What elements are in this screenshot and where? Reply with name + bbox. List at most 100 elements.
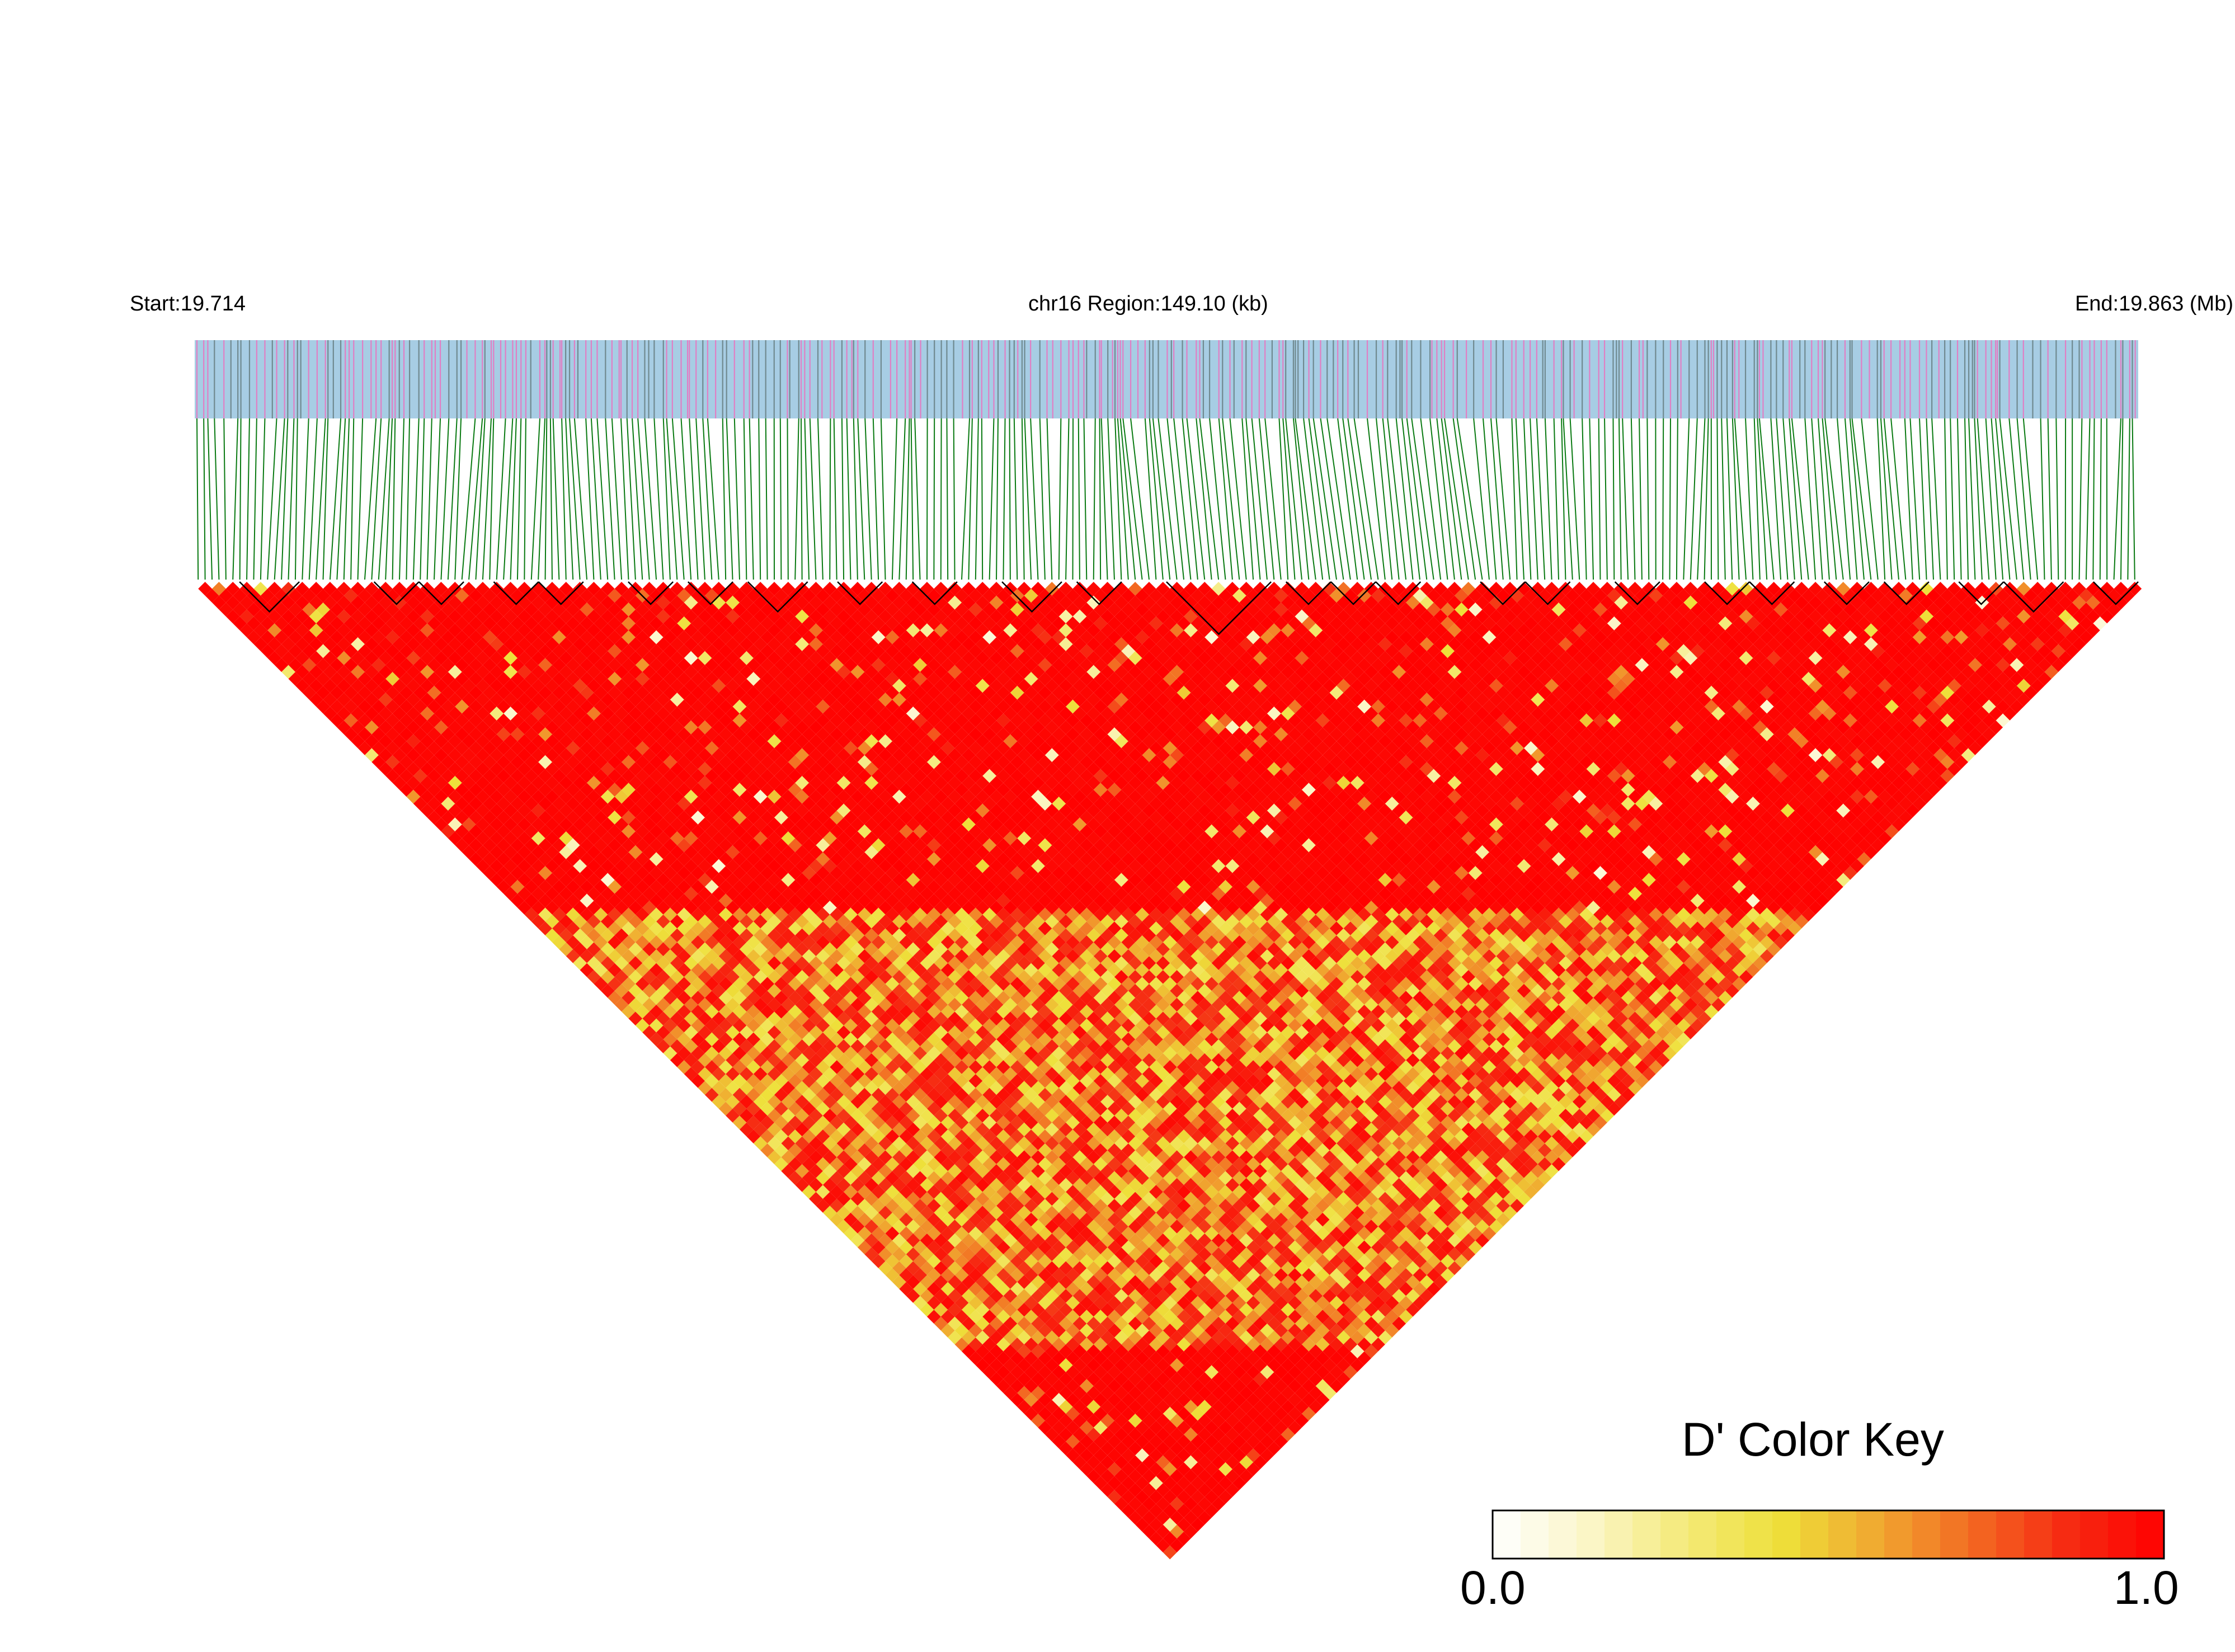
ld-cell [594, 589, 608, 603]
ld-cell [559, 623, 573, 638]
connector-line [1119, 418, 1136, 580]
connector-line [891, 418, 898, 580]
ld-cell [1503, 609, 1517, 624]
ld-cell [573, 651, 587, 665]
connector-line [726, 418, 733, 580]
ld-cell [628, 609, 643, 624]
ld-cell [836, 609, 851, 624]
connector-line [447, 418, 458, 580]
ld-cell [871, 630, 886, 644]
connector-line [253, 418, 257, 580]
connector-line [1024, 418, 1032, 580]
connector-line [538, 418, 545, 580]
connector-line [1441, 418, 1462, 580]
ld-cell [1676, 630, 1691, 644]
ld-cell [795, 651, 810, 665]
ld-cell [1274, 630, 1288, 644]
ld-cell [594, 644, 608, 658]
ld-cell [1829, 630, 1843, 644]
ld-cell [1614, 609, 1629, 624]
ld-heatmap-cells [198, 582, 2142, 1560]
ld-cell [1537, 630, 1552, 644]
connector-line [743, 418, 747, 580]
ld-cell [496, 589, 511, 603]
ld-cell [857, 616, 872, 630]
ld-cell [663, 616, 677, 630]
ld-cell [323, 609, 337, 624]
ld-cell [385, 603, 400, 616]
ld-cell [1191, 630, 1205, 644]
ld-cell [1655, 582, 1670, 596]
ld-cell [253, 582, 268, 596]
ld-cell [233, 589, 247, 603]
ld-cell [1204, 630, 1219, 644]
ld-cell [1058, 623, 1073, 638]
connector-line [1515, 418, 1524, 580]
ld-cell [642, 651, 657, 665]
ld-cell [906, 637, 920, 651]
ld-cell [1711, 609, 1725, 624]
connector-line [1604, 418, 1608, 580]
ld-cell [2058, 582, 2073, 596]
ld-cell [351, 609, 365, 624]
ld-cell [1399, 630, 1413, 644]
ld-cell [1323, 609, 1337, 624]
ld-cell [1343, 630, 1358, 644]
ld-cell [726, 637, 740, 651]
ld-cell [1385, 630, 1399, 644]
ld-cell [420, 623, 435, 638]
ld-cell [795, 609, 810, 624]
ld-cell [1975, 582, 1989, 596]
ld-cell [1551, 630, 1566, 644]
ld-cell [330, 630, 344, 644]
position-track [195, 340, 2138, 418]
ld-cell [1295, 609, 1309, 624]
ld-cell [267, 609, 282, 624]
ld-cell [864, 651, 879, 665]
ld-cell [816, 644, 830, 658]
ld-cell [1641, 609, 1656, 624]
ld-cell [594, 616, 608, 630]
connector-line [853, 418, 858, 580]
connector-line [412, 418, 420, 580]
ld-cell [434, 582, 448, 596]
connector-line [1822, 418, 1837, 580]
connector-line [585, 418, 595, 580]
ld-cell [253, 609, 268, 624]
ld-cell [1079, 630, 1094, 644]
ld-cell [288, 616, 303, 630]
ld-cell [975, 582, 990, 596]
connector-line [880, 418, 886, 580]
ld-cell [1107, 644, 1122, 658]
connector-line [968, 418, 973, 580]
ld-cell [288, 589, 303, 603]
ld-cell [2044, 582, 2059, 596]
connector-line [406, 418, 411, 580]
connector-line [857, 418, 865, 580]
ld-cell [1808, 609, 1823, 624]
connector-line [695, 418, 705, 580]
connector-line [1222, 418, 1240, 580]
ld-cell [469, 630, 483, 644]
connector-line [1837, 418, 1851, 580]
connector-line [1229, 418, 1247, 580]
ld-cell [934, 582, 948, 596]
connector-line [914, 418, 921, 580]
connector-line [644, 418, 657, 580]
ld-cell [364, 651, 379, 665]
ld-cell [1794, 609, 1809, 624]
ld-cell [427, 630, 441, 644]
ld-cell [1989, 609, 2003, 624]
ld-cell [732, 616, 747, 630]
ld-cell [434, 609, 448, 624]
connector-line [1561, 418, 1566, 580]
ld-cell [934, 609, 948, 624]
connector-line [1199, 418, 1220, 580]
ld-cell [1559, 609, 1573, 624]
ld-cell [1697, 609, 1711, 624]
connector-line [833, 418, 837, 580]
ld-cell [2128, 582, 2142, 596]
ld-cell [1635, 630, 1649, 644]
ld-cell [1211, 582, 1226, 596]
ld-cell [295, 609, 309, 624]
